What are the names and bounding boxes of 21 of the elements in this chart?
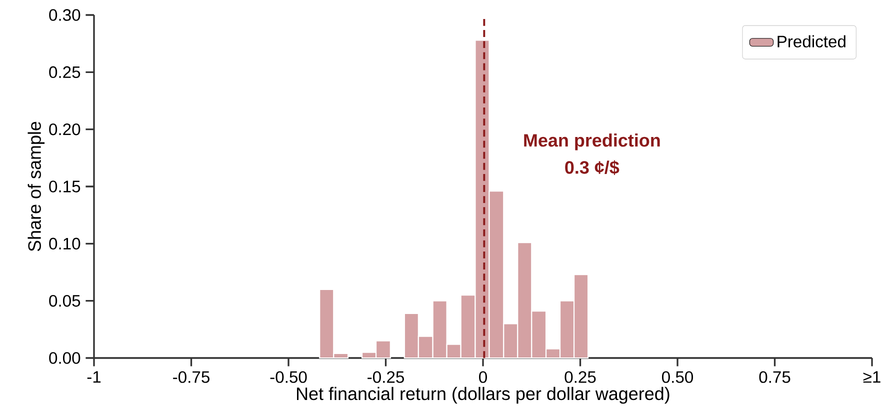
x-tick-label: 0 — [479, 371, 487, 383]
x-tick-label: 0.25 — [564, 371, 596, 383]
x-tick-label: 0.50 — [662, 371, 694, 383]
x-tick-label: -0.50 — [270, 371, 307, 383]
y-tick-label: 0.25 — [49, 66, 80, 78]
legend-label: Predicted — [778, 35, 846, 48]
y-tick-label: 0.10 — [49, 238, 80, 250]
y-tick-label: 0.30 — [49, 9, 80, 21]
x-tick-label: ≥1 — [863, 371, 880, 383]
x-tick-label: -1 — [87, 371, 101, 383]
y-tick-label: 0.20 — [49, 123, 80, 136]
annotation: 0.3 ¢/$ — [565, 160, 620, 175]
y-axis-title: Share of sample — [28, 122, 45, 252]
x-axis-title: Net financial return (dollars per dollar wagered) — [297, 386, 670, 404]
x-tick-label: 0.75 — [759, 371, 790, 383]
y-tick-label: 0.15 — [49, 180, 80, 192]
x-tick-label: -0.75 — [173, 371, 210, 383]
y-tick-label: 0.05 — [49, 294, 80, 307]
x-tick-label: -0.25 — [368, 371, 404, 383]
annotation: Mean prediction — [524, 134, 660, 150]
y-tick-label: 0.00 — [49, 352, 80, 364]
